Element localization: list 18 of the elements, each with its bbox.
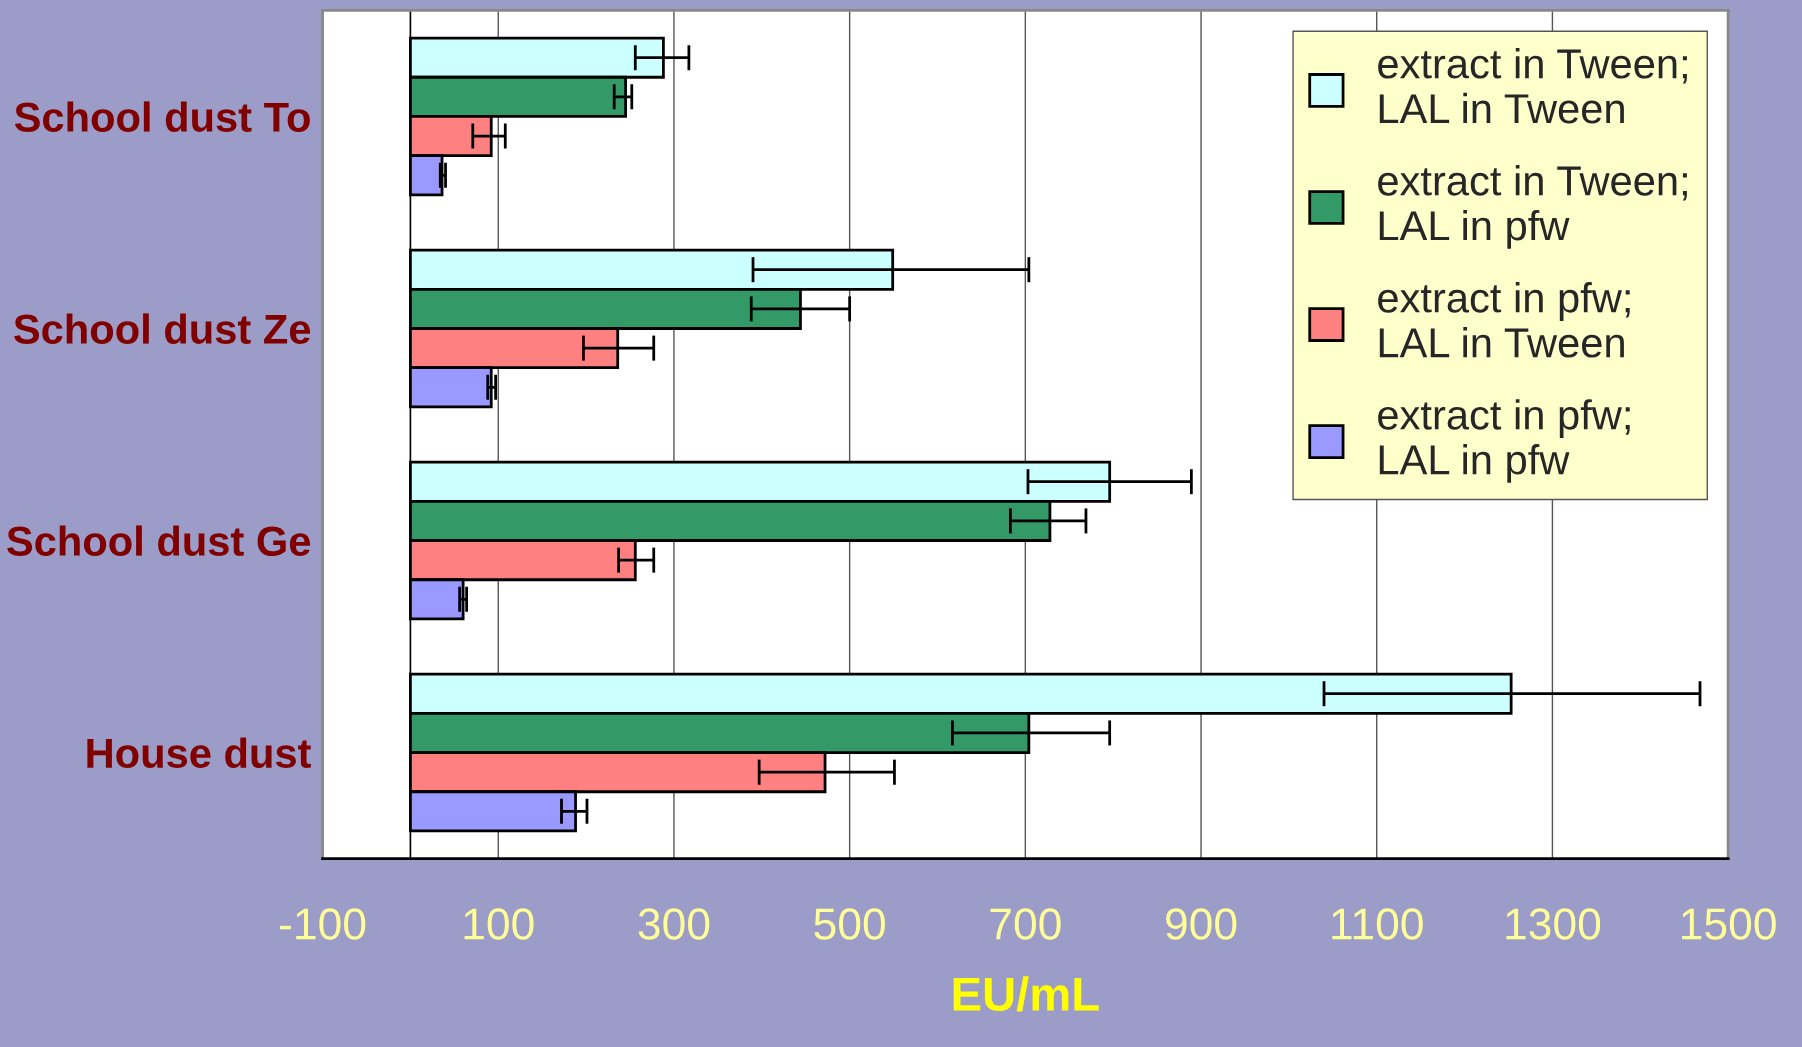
x-tick-label: 100 [464,908,534,940]
x-tick-label: 300 [638,908,710,940]
y-tick-label: House dust [87,737,311,769]
x-tick-label: 1100 [1332,908,1423,940]
y-tick-label: School dust To [14,101,310,132]
legend-label: extract in pfw; LAL in pfw [1378,399,1630,483]
y-tick-label: School dust Ge [7,525,311,557]
x-tick-label: 1300 [1506,908,1601,940]
legend-label: extract in Tween; LAL in pfw [1378,165,1687,249]
x-tick-label: 1500 [1682,908,1776,940]
x-tick-label: -100 [280,908,366,940]
y-tick-label: School dust Ze [14,313,311,344]
legend-label: extract in Tween; LAL in Tween [1378,47,1687,124]
x-tick-label: 700 [990,908,1061,940]
legend-label: extract in pfw; LAL in Tween [1378,282,1630,358]
x-tick-label: 900 [1166,908,1237,940]
x-tick-label: 500 [814,908,885,940]
x-axis-title: EU/mL [953,976,1099,1012]
